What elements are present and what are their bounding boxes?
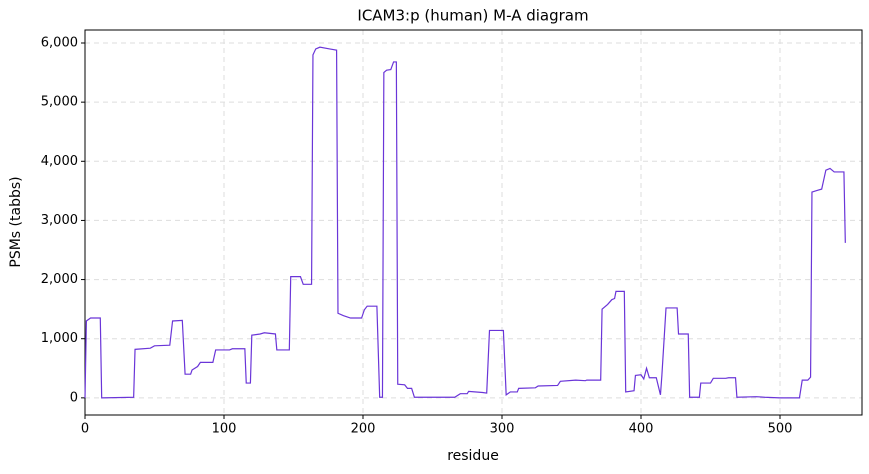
y-tick-label: 4,000	[41, 154, 78, 169]
x-tick-label: 100	[212, 422, 237, 437]
y-tick-label: 1,000	[41, 331, 78, 346]
x-tick-label: 0	[81, 422, 89, 437]
x-tick-label: 500	[768, 422, 793, 437]
plot-frame	[84, 29, 863, 416]
y-tick-label: 0	[70, 390, 78, 405]
x-tick-label: 300	[490, 422, 515, 437]
y-tick-label: 5,000	[41, 95, 78, 110]
y-tick-label: 3,000	[41, 213, 78, 228]
x-tick-label: 200	[351, 422, 376, 437]
y-axis-label: PSMs (tabbs)	[8, 176, 24, 267]
y-tick-label: 2,000	[41, 272, 78, 287]
x-tick-label: 400	[629, 422, 654, 437]
x-axis-label: residue	[447, 448, 499, 464]
chart-title: ICAM3:p (human) M-A diagram	[357, 7, 588, 25]
data-line	[84, 46, 846, 399]
y-tick-label: 6,000	[41, 36, 78, 51]
